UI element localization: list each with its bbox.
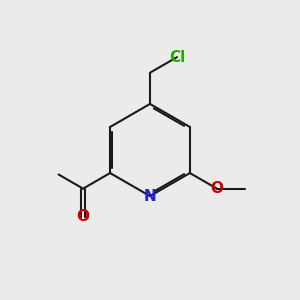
Text: Cl: Cl — [169, 50, 185, 64]
Text: N: N — [144, 189, 156, 204]
Text: O: O — [76, 209, 90, 224]
Text: O: O — [210, 181, 224, 196]
